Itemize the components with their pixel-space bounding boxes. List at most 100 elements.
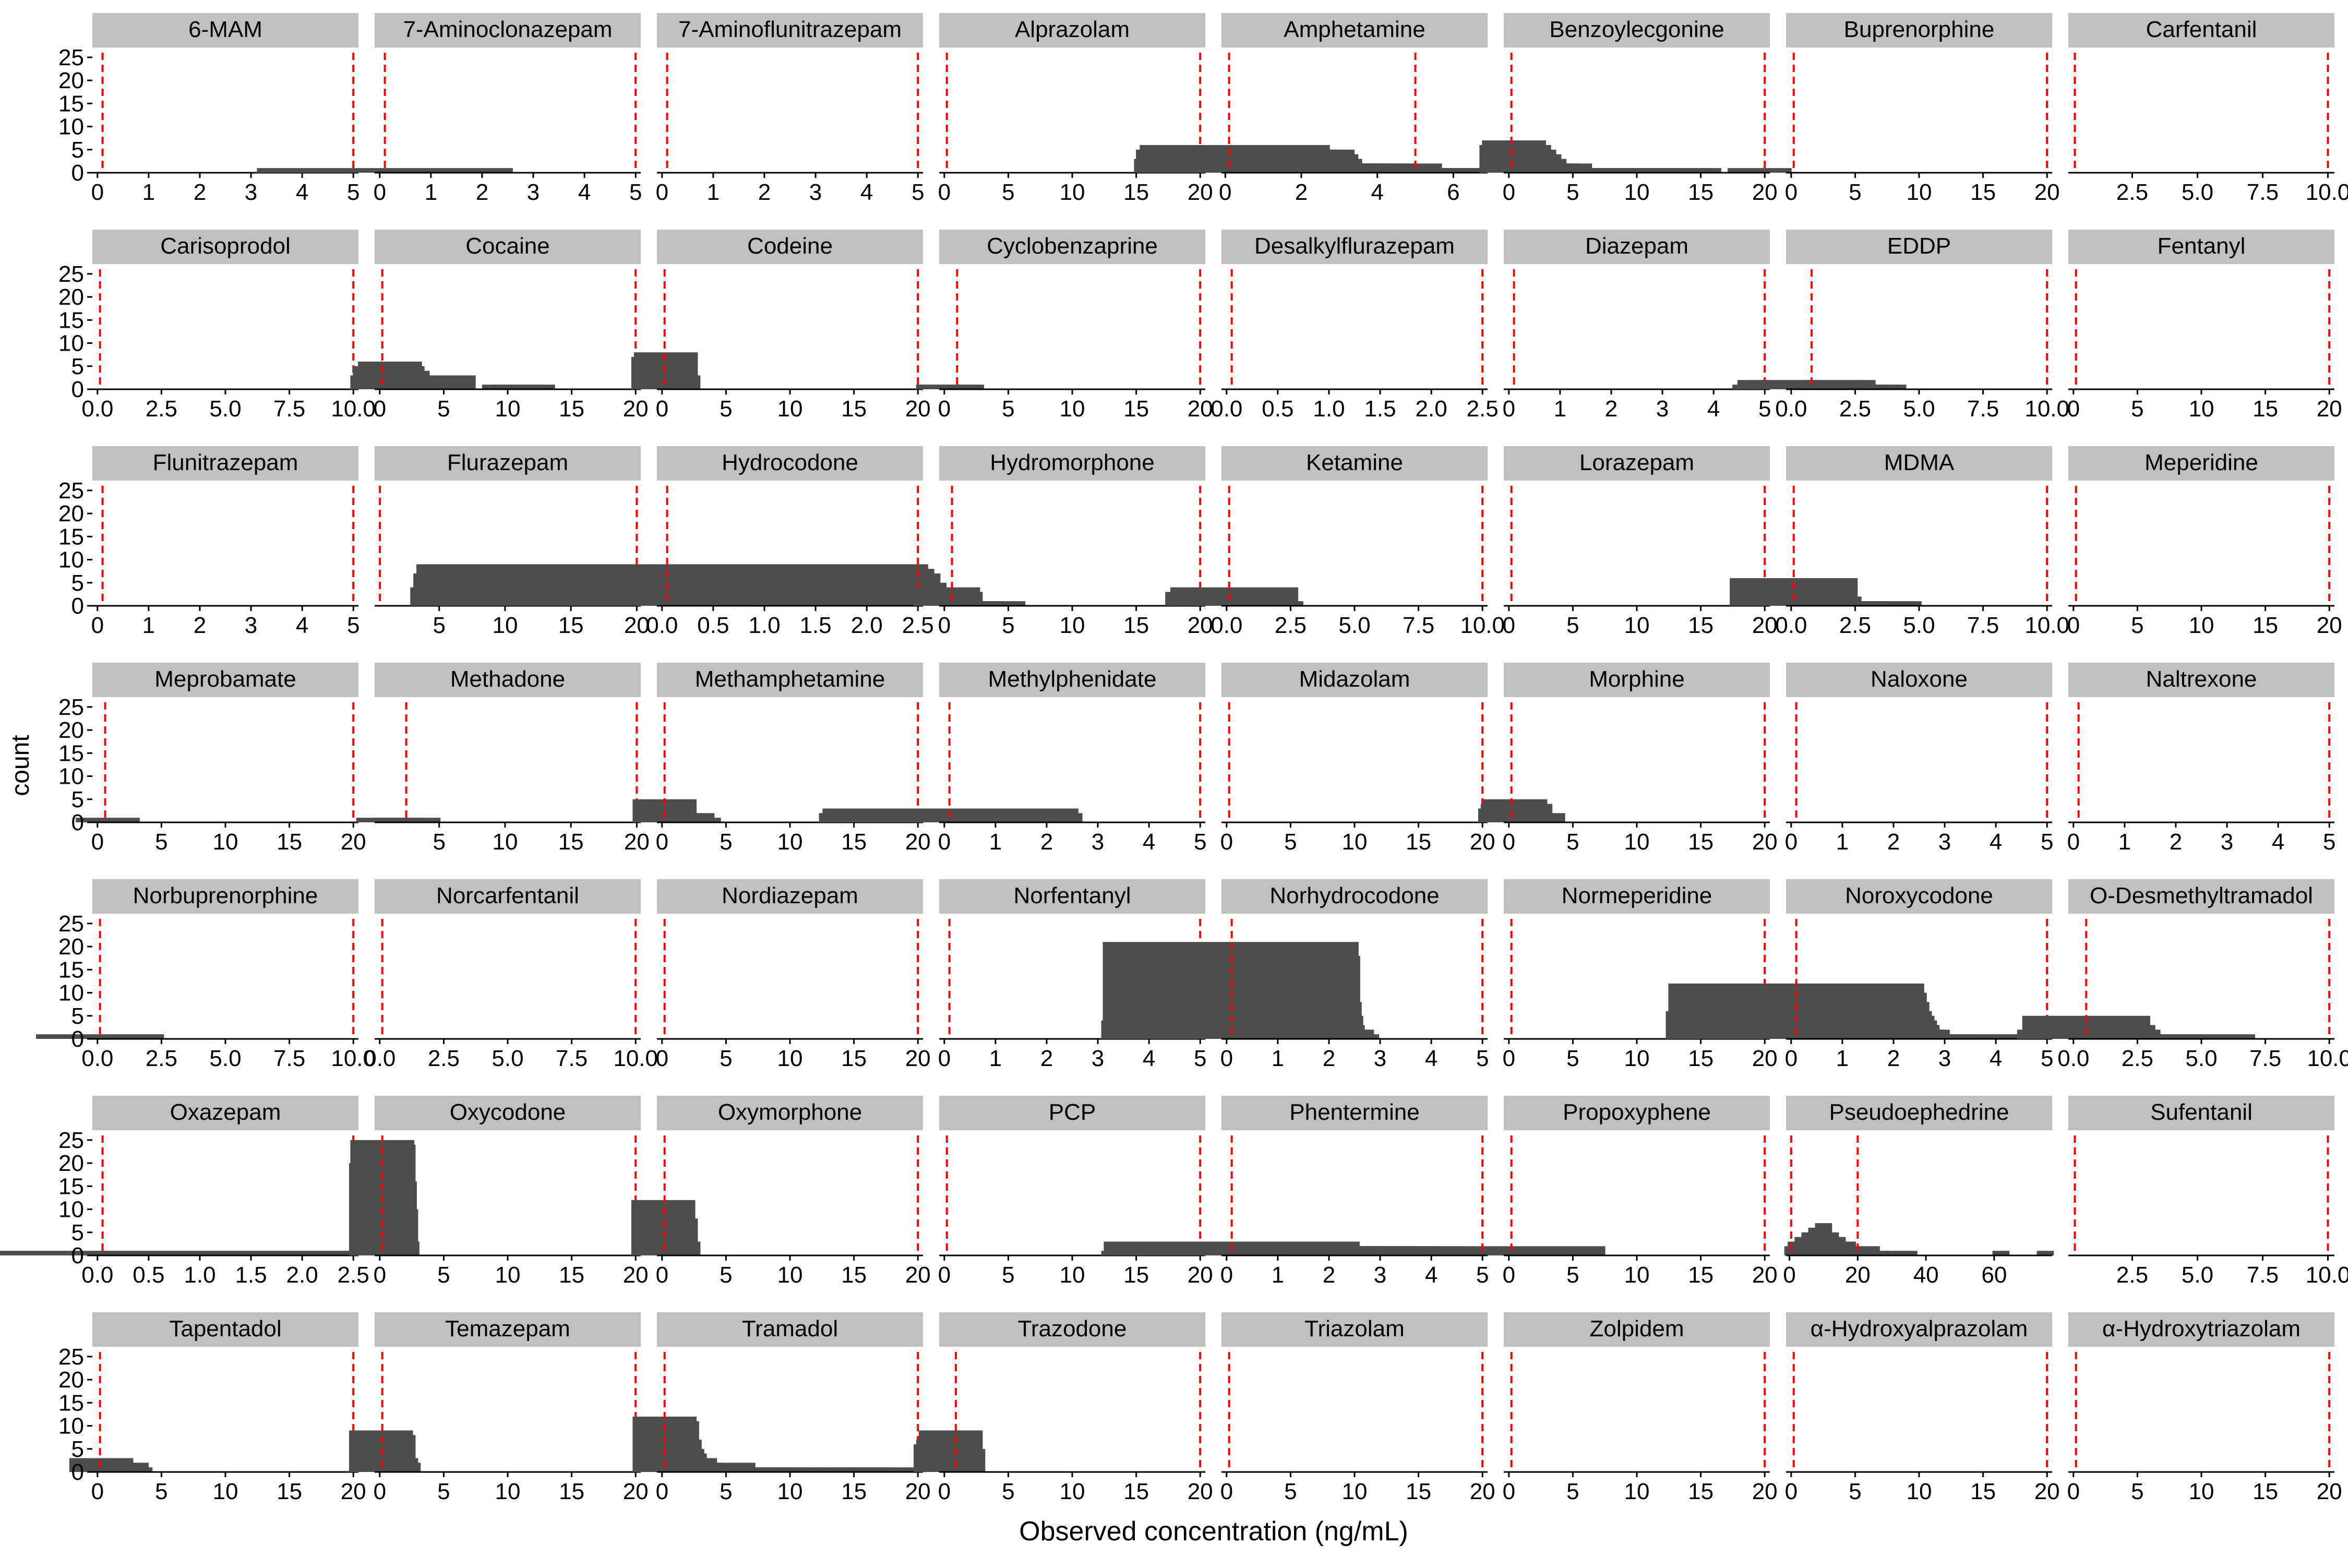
facet-panel-benzoylecgonine: Benzoylecgonine 0 5 10 15 20 bbox=[1479, 13, 1792, 205]
histogram-bar bbox=[760, 1467, 825, 1472]
x-tick-label: 20 bbox=[1470, 829, 1495, 855]
y-tick-label: 10 bbox=[58, 331, 84, 356]
facet-title: Sufentanil bbox=[2150, 1099, 2253, 1125]
y-tick-label: 25 bbox=[58, 695, 84, 720]
x-tick-label: 15 bbox=[1970, 179, 1996, 205]
x-tick-label: 1 bbox=[1836, 1046, 1849, 1071]
x-tick-label: 15 bbox=[558, 613, 584, 638]
facet-title: Zolpidem bbox=[1590, 1316, 1684, 1342]
x-tick-label: 2 bbox=[194, 613, 206, 638]
x-tick-label: 5 bbox=[1284, 1479, 1297, 1504]
x-tick-label: 3 bbox=[1938, 1046, 1951, 1071]
x-tick-label: 5 bbox=[1758, 396, 1771, 422]
y-tick-label: 10 bbox=[58, 1197, 84, 1223]
facet-title: Oxymorphone bbox=[718, 1099, 862, 1125]
x-tick-label: 3 bbox=[1656, 396, 1669, 422]
histogram-bar bbox=[491, 385, 555, 389]
x-tick-label: 5 bbox=[1002, 396, 1014, 422]
x-tick-label: 15 bbox=[2253, 396, 2278, 422]
x-tick-label: 0.0 bbox=[81, 1046, 113, 1071]
x-tick-label: 15 bbox=[1688, 1479, 1714, 1504]
facet-strip bbox=[375, 13, 641, 47]
facet-panel-phentermine: Phentermine 0 1 2 3 4 5 bbox=[1101, 1096, 1606, 1288]
x-tick-label: 2 bbox=[476, 179, 488, 205]
x-tick-label: 20 bbox=[624, 829, 650, 855]
facet-panel-norfentanyl: Norfentanyl 0 1 2 3 4 5 bbox=[938, 879, 1206, 1071]
y-tick-label: 15 bbox=[58, 524, 84, 549]
histogram-bar bbox=[257, 168, 513, 173]
x-tick-label: 10 bbox=[495, 1479, 521, 1504]
x-tick-label: 1.0 bbox=[1313, 396, 1345, 422]
facet-panel-codeine: Codeine 0 5 10 15 20 bbox=[631, 230, 931, 422]
x-tick-label: 1 bbox=[1836, 829, 1849, 855]
facet-panel-7-aminoflunitrazepam: 7-Aminoflunitrazepam 0 1 2 3 4 5 bbox=[656, 13, 924, 205]
facet-panel-carfentanil: Carfentanil 2.5 5.0 7.5 10.0 bbox=[2068, 13, 2348, 205]
x-tick-label: 20 bbox=[905, 396, 931, 422]
x-tick-label: 5 bbox=[2041, 1046, 2053, 1071]
facet-title: Lorazepam bbox=[1579, 450, 1694, 475]
facet-title: Cyclobenzaprine bbox=[987, 233, 1158, 259]
y-tick-label: 25 bbox=[58, 1128, 84, 1153]
facet-strip bbox=[375, 446, 641, 481]
x-tick-label: 15 bbox=[2253, 613, 2278, 638]
x-tick-label: 5 bbox=[2131, 613, 2143, 638]
x-tick-label: 10.0 bbox=[331, 1046, 376, 1071]
x-tick-label: 5.0 bbox=[2182, 1262, 2213, 1288]
x-tick-label: 10 bbox=[777, 829, 803, 855]
facet-strip bbox=[1786, 446, 2052, 481]
x-tick-label: 4 bbox=[1425, 1262, 1437, 1288]
y-tick-label: 20 bbox=[58, 284, 84, 310]
x-tick-label: 0 bbox=[1503, 829, 1515, 855]
x-tick-label: 15 bbox=[841, 1479, 867, 1504]
histogram-bar bbox=[412, 375, 476, 389]
x-tick-label: 5 bbox=[1566, 829, 1579, 855]
y-tick-label: 5 bbox=[71, 354, 84, 379]
x-tick-label: 15 bbox=[559, 396, 584, 422]
x-tick-label: 2 bbox=[2170, 829, 2182, 855]
x-tick-label: 5 bbox=[437, 396, 450, 422]
x-tick-label: 5 bbox=[1194, 1046, 1206, 1071]
x-tick-label: 0 bbox=[1503, 1479, 1515, 1504]
x-tick-label: 10 bbox=[1342, 1479, 1368, 1504]
facet-panel-trazodone: Trazodone 0 5 10 15 20 bbox=[913, 1312, 1213, 1504]
facet-panel-alprazolam: Alprazolam 0 5 10 15 20 bbox=[938, 13, 1213, 205]
facet-strip bbox=[2068, 230, 2334, 264]
facet-title: Morphine bbox=[1589, 666, 1684, 692]
x-tick-label: 20 bbox=[1752, 1262, 1778, 1288]
facet-title: Normeperidine bbox=[1562, 883, 1712, 908]
facet-panel-eddp: EDDP 0.0 2.5 5.0 7.5 10.0 bbox=[1732, 230, 2069, 422]
x-tick-label: 20 bbox=[2034, 1479, 2060, 1504]
facet-strip bbox=[1786, 230, 2052, 264]
y-tick-label: 0 bbox=[71, 593, 84, 619]
facet-title: Propoxyphene bbox=[1563, 1099, 1711, 1125]
histogram-bar bbox=[636, 375, 701, 389]
x-tick-label: 5 bbox=[155, 829, 167, 855]
facet-title: Midazolam bbox=[1299, 666, 1410, 692]
facet-title: Tramadol bbox=[742, 1316, 838, 1342]
facet-panel-amphetamine: Amphetamine 0 2 4 6 bbox=[1134, 13, 1564, 205]
x-tick-label: 10.0 bbox=[2024, 613, 2069, 638]
x-tick-label: 5 bbox=[1476, 1262, 1489, 1288]
y-tick-label: 15 bbox=[58, 1174, 84, 1199]
facet-strip bbox=[1504, 663, 1770, 697]
facet-title: Buprenorphine bbox=[1844, 17, 1995, 42]
x-tick-label: 5 bbox=[1566, 1262, 1579, 1288]
x-tick-label: 20 bbox=[2317, 613, 2342, 638]
x-tick-label: 5 bbox=[1849, 1479, 1861, 1504]
x-tick-label: 0 bbox=[374, 396, 386, 422]
x-tick-label: 3 bbox=[1092, 829, 1104, 855]
x-tick-label: 0.0 bbox=[1775, 396, 1807, 422]
x-tick-label: 4 bbox=[578, 179, 591, 205]
x-tick-label: 5 bbox=[720, 1046, 732, 1071]
x-tick-label: 10 bbox=[1624, 1479, 1650, 1504]
y-tick-label: 10 bbox=[58, 764, 84, 789]
y-tick-label: 25 bbox=[58, 261, 84, 287]
y-tick-label: 20 bbox=[58, 934, 84, 960]
y-tick-label: 25 bbox=[58, 1344, 84, 1370]
facet-panel-oxymorphone: Oxymorphone 0 5 10 15 20 bbox=[631, 1096, 931, 1288]
x-tick-label: 5 bbox=[1566, 1046, 1579, 1071]
x-tick-label: 0 bbox=[1503, 1262, 1515, 1288]
y-tick-label: 15 bbox=[58, 91, 84, 116]
histogram-bar bbox=[877, 1467, 941, 1472]
x-tick-label: 20 bbox=[623, 396, 649, 422]
